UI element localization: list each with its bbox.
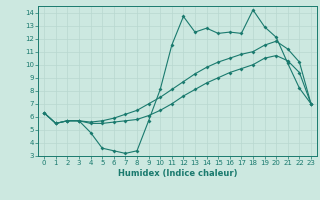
X-axis label: Humidex (Indice chaleur): Humidex (Indice chaleur) [118,169,237,178]
